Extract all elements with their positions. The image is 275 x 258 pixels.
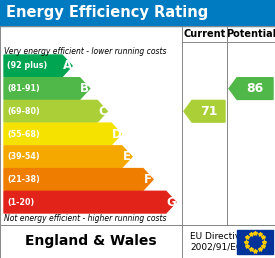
- Polygon shape: [4, 191, 176, 213]
- Text: Not energy efficient - higher running costs: Not energy efficient - higher running co…: [4, 214, 166, 223]
- Polygon shape: [229, 78, 273, 99]
- Text: 86: 86: [246, 82, 264, 95]
- Text: Current: Current: [183, 29, 226, 39]
- Text: EU Directive
2002/91/EC: EU Directive 2002/91/EC: [190, 232, 246, 251]
- Polygon shape: [184, 100, 225, 122]
- Text: (1-20): (1-20): [7, 198, 34, 207]
- Text: Energy Efficiency Rating: Energy Efficiency Rating: [6, 5, 208, 20]
- Polygon shape: [4, 78, 90, 99]
- Text: B: B: [80, 82, 89, 95]
- Text: A: A: [62, 59, 72, 72]
- Polygon shape: [4, 168, 153, 190]
- Polygon shape: [4, 55, 72, 77]
- Text: (55-68): (55-68): [7, 130, 40, 139]
- Bar: [0, 26, 275, 225]
- Text: E: E: [123, 150, 131, 163]
- Polygon shape: [4, 100, 107, 122]
- Bar: [0, 225, 275, 258]
- Text: Potential: Potential: [226, 29, 275, 39]
- Text: Very energy efficient - lower running costs: Very energy efficient - lower running co…: [4, 47, 166, 56]
- Text: D: D: [111, 127, 121, 141]
- Bar: [0, 225, 275, 258]
- Text: England & Wales: England & Wales: [25, 235, 157, 248]
- Text: 71: 71: [200, 105, 217, 118]
- Text: (92 plus): (92 plus): [7, 61, 47, 70]
- Bar: [0, 0, 275, 26]
- Text: (21-38): (21-38): [7, 175, 40, 184]
- Text: (69-80): (69-80): [7, 107, 40, 116]
- Text: (39-54): (39-54): [7, 152, 40, 161]
- Text: G: G: [166, 196, 176, 209]
- Text: (81-91): (81-91): [7, 84, 40, 93]
- Text: F: F: [144, 173, 152, 186]
- Polygon shape: [4, 146, 132, 168]
- Text: C: C: [98, 105, 107, 118]
- Polygon shape: [4, 123, 121, 145]
- Bar: [237, 230, 273, 254]
